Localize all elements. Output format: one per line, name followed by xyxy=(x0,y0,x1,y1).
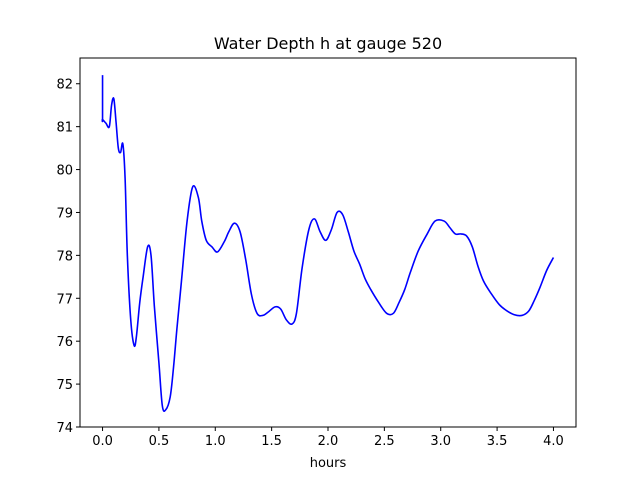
y-tick-label: 74 xyxy=(56,421,73,436)
y-tick-label: 75 xyxy=(56,378,73,393)
x-tick-label: 2.0 xyxy=(318,434,339,449)
x-tick-label: 3.0 xyxy=(430,434,451,449)
x-tick-label: 0.0 xyxy=(92,434,113,449)
plot-area xyxy=(101,75,555,412)
y-tick-label: 78 xyxy=(56,249,73,264)
y-tick-label: 80 xyxy=(56,164,73,179)
x-tick-label: 2.5 xyxy=(374,434,395,449)
x-tick-label: 1.5 xyxy=(261,434,282,449)
x-axis-ticks: 0.0 0.5 1.0 1.5 2.0 2.5 3.0 3.5 4.0 xyxy=(92,427,564,449)
x-axis-label: hours xyxy=(310,456,347,471)
y-tick-label: 81 xyxy=(56,121,73,136)
x-tick-label: 0.5 xyxy=(149,434,170,449)
x-tick-label: 3.5 xyxy=(487,434,508,449)
y-tick-label: 77 xyxy=(56,292,73,307)
y-axis-ticks: 74 75 76 77 78 79 80 81 82 xyxy=(56,78,80,436)
x-tick-label: 1.0 xyxy=(205,434,226,449)
y-tick-label: 76 xyxy=(56,335,73,350)
x-tick-label: 4.0 xyxy=(543,434,564,449)
y-tick-label: 79 xyxy=(56,206,73,221)
y-tick-label: 82 xyxy=(56,78,73,93)
chart-title: Water Depth h at gauge 520 xyxy=(214,34,442,53)
series-line-0 xyxy=(101,75,555,412)
